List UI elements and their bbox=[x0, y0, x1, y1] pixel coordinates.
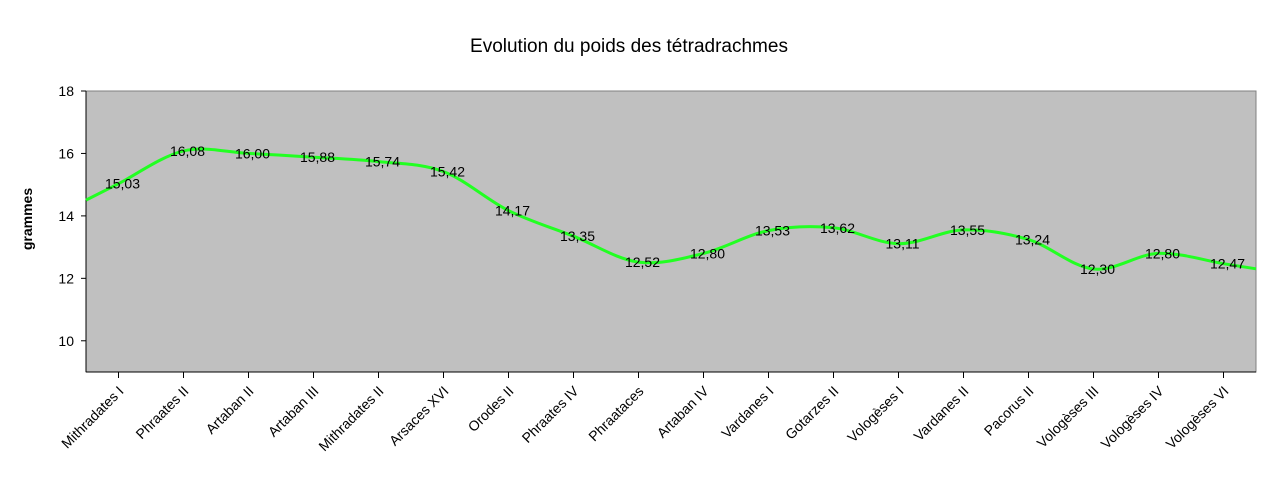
y-tick-label: 16 bbox=[58, 145, 74, 161]
series-line bbox=[85, 147, 1257, 271]
data-label: 12,47 bbox=[1210, 256, 1245, 272]
x-tick-label: Artaban II bbox=[202, 383, 256, 437]
data-label: 15,88 bbox=[300, 149, 335, 165]
data-label: 15,74 bbox=[365, 154, 400, 170]
x-tick-label: Vologèses VI bbox=[1163, 383, 1232, 452]
x-tick-label: Vologèses I bbox=[844, 383, 907, 446]
x-tick-label: Artaban III bbox=[265, 383, 322, 440]
x-tick-label: Phraates IV bbox=[519, 382, 583, 446]
x-tick-label: Phraates II bbox=[132, 383, 191, 442]
plot-area bbox=[85, 90, 1257, 373]
data-labels: 15,03 16,08 16,00 15,88 15,74 15,42 14,17 13,35… bbox=[105, 143, 1245, 277]
x-tick-label: Arsaces XVI bbox=[386, 383, 452, 449]
y-axis-label: grammes bbox=[19, 188, 35, 250]
y-tick-label: 12 bbox=[58, 270, 74, 286]
x-tick-label: Mithradates I bbox=[58, 383, 127, 452]
x-tick-label: Vologèses III bbox=[1034, 383, 1102, 451]
data-label: 13,35 bbox=[560, 228, 595, 244]
data-label: 16,08 bbox=[170, 143, 205, 159]
axes bbox=[85, 91, 1256, 373]
data-label: 13,24 bbox=[1015, 232, 1050, 248]
x-tick-label: Mithradates II bbox=[315, 383, 386, 454]
data-label: 13,53 bbox=[755, 223, 790, 239]
x-tick-label: Vardanes I bbox=[718, 383, 776, 441]
x-tick-label: Vologèses IV bbox=[1098, 382, 1168, 452]
data-label: 13,11 bbox=[886, 236, 920, 252]
series-weight bbox=[85, 147, 1257, 271]
data-label: 15,03 bbox=[105, 176, 140, 192]
y-tick-label: 14 bbox=[58, 208, 74, 224]
x-tick-label: Pacorus II bbox=[981, 383, 1037, 439]
x-tick-label: Vardanes II bbox=[910, 383, 971, 444]
data-label: 16,00 bbox=[235, 145, 270, 161]
data-label: 12,30 bbox=[1080, 261, 1115, 277]
y-axis-ticks: 10 12 14 16 18 bbox=[58, 83, 86, 349]
data-label: 14,17 bbox=[495, 203, 530, 219]
data-label: 12,52 bbox=[625, 254, 660, 270]
x-tick-label: Artaban IV bbox=[654, 382, 713, 441]
x-tick-label: Gotarzes II bbox=[782, 383, 842, 443]
data-label: 15,42 bbox=[430, 164, 465, 180]
data-label: 13,62 bbox=[820, 220, 855, 236]
x-tick-label: Orodes II bbox=[465, 383, 517, 435]
x-axis-ticks: Mithradates I Phraates II Artaban II Artaba… bbox=[58, 372, 1232, 454]
y-tick-label: 18 bbox=[58, 83, 74, 99]
x-tick-label: Phraataces bbox=[585, 383, 646, 444]
data-label: 12,80 bbox=[1145, 245, 1180, 261]
chart-title: Evolution du poids des tétradrachmes bbox=[470, 36, 788, 57]
y-tick-label: 10 bbox=[58, 333, 74, 349]
data-label: 12,80 bbox=[690, 245, 725, 261]
data-label: 13,55 bbox=[950, 222, 985, 238]
